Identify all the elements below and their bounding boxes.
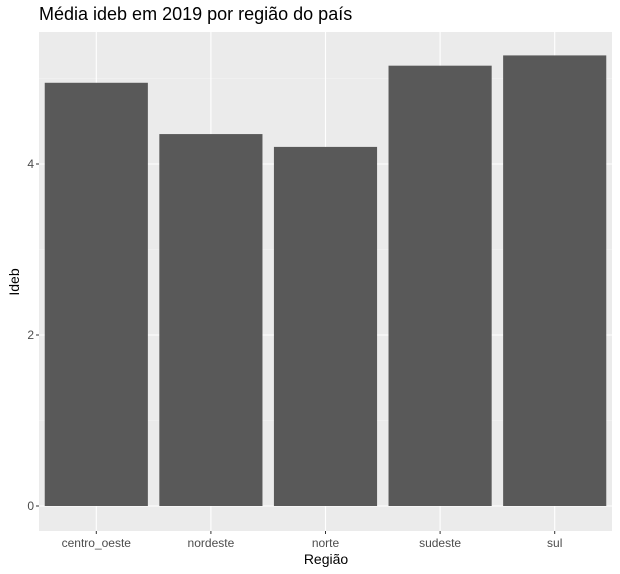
y-tick-label: 4 [27, 157, 34, 171]
bar-norte [273, 146, 378, 506]
x-tick-label: centro_oeste [62, 536, 132, 550]
chart-title: Média ideb em 2019 por região do país [39, 4, 353, 24]
x-tick-label: sul [547, 536, 562, 550]
y-tick-label: 0 [27, 499, 34, 513]
x-tick-label: nordeste [188, 536, 235, 550]
x-axis-title: Região [304, 551, 349, 567]
bar-centro_oeste [44, 82, 148, 507]
x-tick-label: sudeste [419, 536, 461, 550]
y-axis-title: Ideb [6, 268, 22, 295]
bar-sul [503, 55, 607, 506]
bars [44, 55, 607, 507]
x-axis: centro_oeste nordeste norte sudeste sul [62, 531, 562, 550]
bar-sudeste [388, 65, 492, 507]
y-axis: 0 2 4 [27, 157, 39, 513]
y-tick-label: 2 [27, 328, 34, 342]
x-tick-label: norte [312, 536, 340, 550]
bar-nordeste [159, 134, 263, 506]
